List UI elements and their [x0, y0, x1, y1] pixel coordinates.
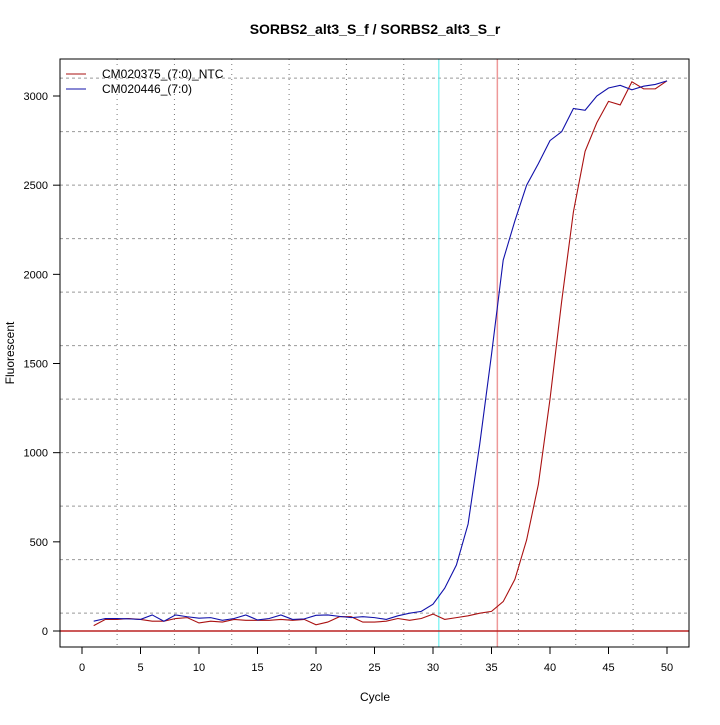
x-tick-label: 0 [79, 662, 85, 674]
y-tick-label: 3000 [24, 91, 48, 103]
y-tick-label: 2000 [24, 269, 48, 281]
x-tick-label: 45 [602, 662, 614, 674]
legend: CM020375_(7:0)_NTC CM020446_(7:0) [66, 67, 224, 96]
x-tick-label: 35 [485, 662, 497, 674]
x-axis-label: Cycle [360, 690, 390, 704]
y-axis-label: Fluorescent [3, 321, 17, 384]
series-line-1 [93, 80, 668, 622]
y-tick-label: 1500 [24, 359, 48, 371]
x-tick-label: 10 [193, 662, 205, 674]
x-tick-label: 30 [427, 662, 439, 674]
y-tick-label: 2500 [24, 180, 48, 192]
plot-frame [59, 58, 690, 648]
x-tick-label: 40 [544, 662, 556, 674]
x-tick-label: 25 [368, 662, 380, 674]
x-tick-label: 50 [661, 662, 673, 674]
legend-label-ntc: CM020375_(7:0)_NTC [102, 67, 224, 81]
y-tick-label: 1000 [24, 448, 48, 460]
y-tick-label: 500 [30, 537, 48, 549]
series-line-0 [93, 80, 668, 627]
x-tick-label: 15 [251, 662, 263, 674]
legend-label-sample: CM020446_(7:0) [102, 82, 192, 96]
x-tick-label: 5 [137, 662, 143, 674]
x-tick-label: 20 [310, 662, 322, 674]
y-tick-label: 0 [42, 626, 48, 638]
chart-title: SORBS2_alt3_S_f / SORBS2_alt3_S_r [250, 21, 501, 37]
